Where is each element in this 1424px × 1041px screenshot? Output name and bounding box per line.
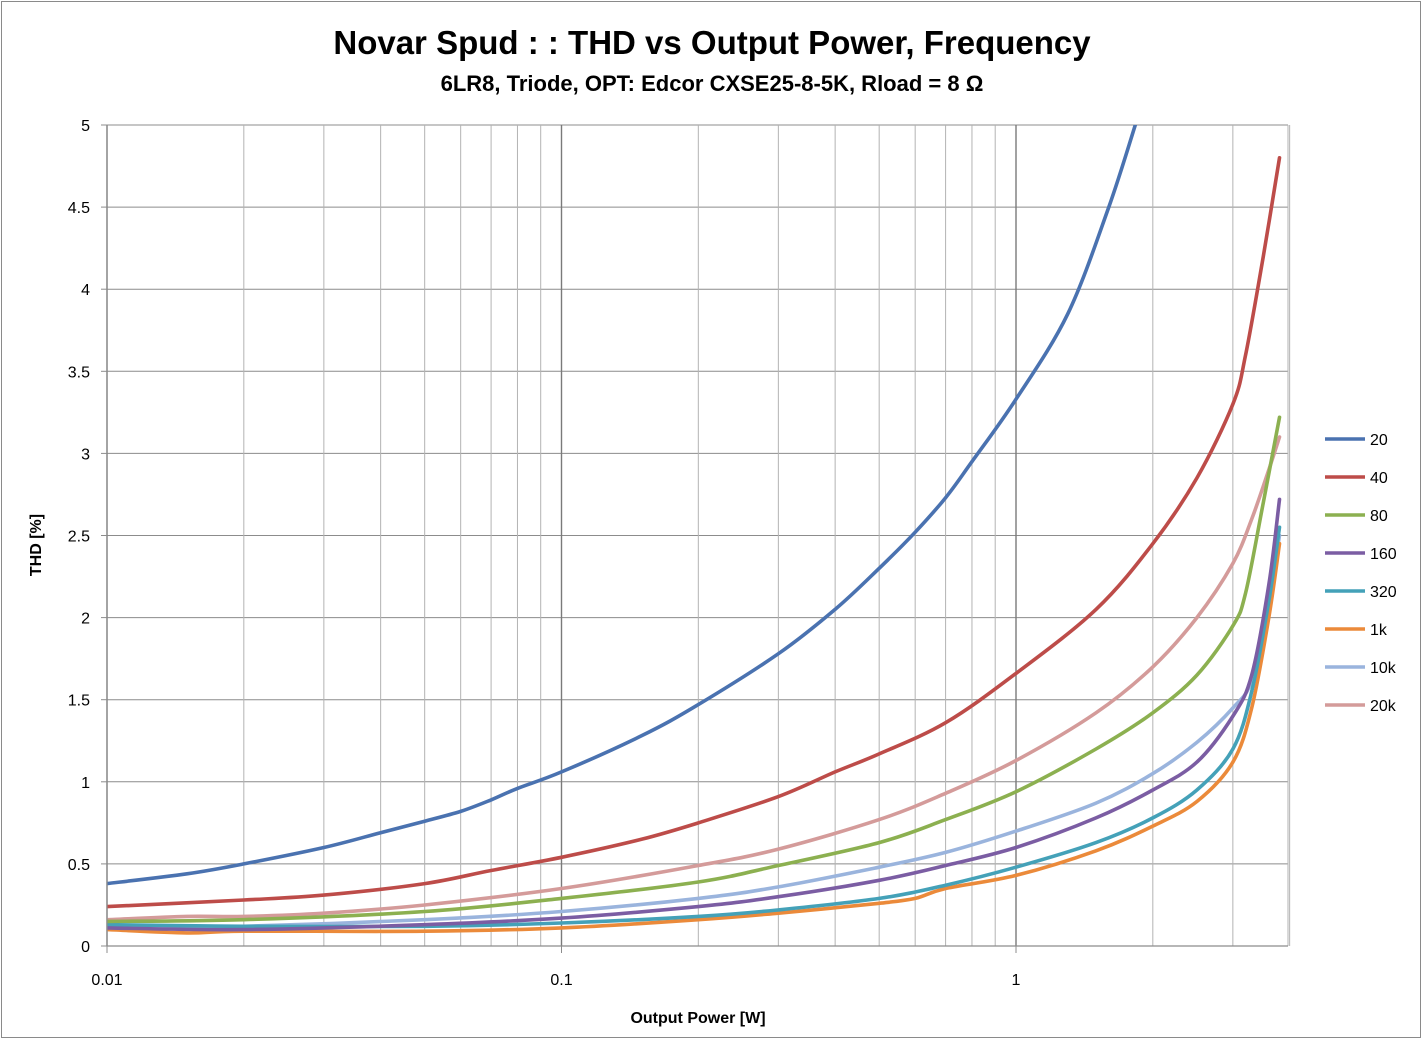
series-lines xyxy=(107,125,1282,935)
series-line-40 xyxy=(107,156,1282,909)
tick-labels: 0 0.5 1 1.5 2 2.5 3 3.5 4 4.5 5 0.01 0.1 1 xyxy=(68,118,1021,989)
chart-title: Novar Spud : : THD vs Output Power, Freq… xyxy=(333,24,1091,61)
legend-label-320: 320 xyxy=(1370,584,1397,601)
legend: 20 40 80 160 320 1k 10k 20k xyxy=(1325,432,1397,715)
x-tick-label: 0.01 xyxy=(91,972,122,989)
y-tick-label: 0 xyxy=(81,939,90,956)
y-tick-label: 5 xyxy=(81,118,90,135)
series-line-10k xyxy=(107,533,1282,930)
x-axis-label: Output Power [W] xyxy=(630,1010,766,1027)
y-tick-label: 2 xyxy=(81,611,90,628)
y-tick-label: 3.5 xyxy=(68,364,90,381)
series-line-160 xyxy=(107,497,1282,932)
legend-label-160: 160 xyxy=(1370,546,1397,563)
series-line-20 xyxy=(107,125,1138,886)
legend-label-10k: 10k xyxy=(1370,660,1397,677)
series-line-20k xyxy=(107,435,1282,922)
y-tick-label: 1.5 xyxy=(68,693,90,710)
y-tick-label: 3 xyxy=(81,446,90,463)
x-tick-label: 0.1 xyxy=(550,972,572,989)
y-tick-label: 4 xyxy=(81,282,90,299)
y-tick-label: 1 xyxy=(81,775,90,792)
legend-label-1k: 1k xyxy=(1370,622,1388,639)
series-line-80 xyxy=(107,415,1282,924)
chart-subtitle: 6LR8, Triode, OPT: Edcor CXSE25-8-5K, Rl… xyxy=(440,71,984,96)
legend-label-20: 20 xyxy=(1370,432,1388,449)
y-tick-label: 2.5 xyxy=(68,529,90,546)
y-tick-label: 4.5 xyxy=(68,200,90,217)
x-tick-label: 1 xyxy=(1012,972,1021,989)
legend-label-20k: 20k xyxy=(1370,698,1397,715)
y-tick-label: 0.5 xyxy=(68,857,90,874)
legend-label-80: 80 xyxy=(1370,508,1388,525)
legend-label-40: 40 xyxy=(1370,470,1388,487)
series-line-1k xyxy=(107,541,1282,935)
axes xyxy=(101,124,1288,953)
